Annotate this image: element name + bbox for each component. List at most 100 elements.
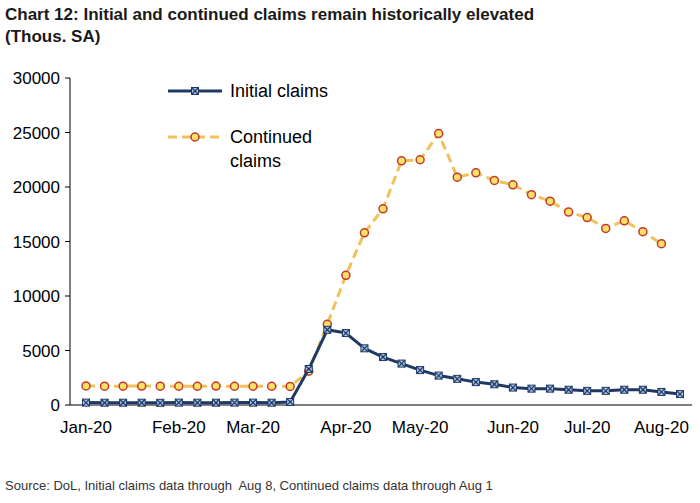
- point-cross: [398, 360, 405, 367]
- point-cross: [138, 399, 145, 406]
- point-box: [380, 354, 387, 361]
- y-tick: [65, 350, 70, 351]
- point-box: [361, 345, 368, 352]
- point-cross: [361, 345, 368, 352]
- point-cross: [324, 326, 331, 333]
- legend-label-line: Continued: [230, 127, 312, 147]
- point: [416, 156, 424, 164]
- point-box: [528, 385, 535, 392]
- subtitle: (Thous. SA): [5, 27, 100, 46]
- y-tick-label: 15000: [13, 233, 60, 252]
- y-tick: [65, 241, 70, 242]
- point-cross: [454, 375, 461, 382]
- legend-item: Continued claims: [168, 127, 312, 171]
- point: [379, 205, 387, 213]
- point: [249, 382, 257, 390]
- y-tick-label: 0: [51, 396, 60, 415]
- point-cross: [175, 399, 182, 406]
- point: [435, 372, 442, 379]
- point: [120, 399, 127, 406]
- point-cross: [268, 399, 275, 406]
- x-tick-label: Mar-20: [226, 418, 280, 437]
- legend-marker-cross: [192, 88, 199, 95]
- point: [565, 386, 572, 393]
- point: [677, 391, 684, 398]
- point-box: [547, 385, 554, 392]
- y-tick: [65, 78, 70, 79]
- y-tick: [65, 405, 70, 406]
- y-tick: [65, 132, 70, 133]
- point: [491, 381, 498, 388]
- y-tick-label: 10000: [13, 287, 60, 306]
- legend-label-line: claims: [230, 151, 281, 171]
- point-box: [602, 387, 609, 394]
- point: [157, 399, 164, 406]
- point: [472, 169, 480, 177]
- point: [212, 399, 219, 406]
- point-box: [101, 399, 108, 406]
- point: [380, 354, 387, 361]
- point: [602, 387, 609, 394]
- x-tick-label: Jul-20: [564, 418, 610, 437]
- point-box: [621, 386, 628, 393]
- point: [546, 197, 554, 205]
- legend-marker: [192, 88, 199, 95]
- y-tick: [65, 296, 70, 297]
- title: Chart 12: Initial and continued claims r…: [5, 5, 534, 24]
- point: [82, 382, 90, 390]
- point: [453, 173, 461, 181]
- point: [490, 176, 498, 184]
- point: [417, 367, 424, 374]
- point-box: [417, 367, 424, 374]
- point-box: [509, 384, 516, 391]
- point-cross: [250, 399, 257, 406]
- point: [268, 382, 276, 390]
- point-cross: [621, 386, 628, 393]
- point-box: [138, 399, 145, 406]
- point: [621, 386, 628, 393]
- point: [620, 217, 628, 225]
- point-cross: [677, 391, 684, 398]
- point-cross: [157, 399, 164, 406]
- point-cross: [268, 399, 275, 406]
- point: [342, 330, 349, 337]
- point: [287, 398, 294, 405]
- point: [231, 399, 238, 406]
- x-tick-label: Aug-20: [634, 418, 689, 437]
- series-line: [86, 134, 661, 387]
- point-box: [454, 375, 461, 382]
- point-cross: [101, 399, 108, 406]
- point-box: [194, 399, 201, 406]
- point: [528, 191, 536, 199]
- point-cross: [435, 372, 442, 379]
- point-box: [677, 391, 684, 398]
- point-cross: [528, 385, 535, 392]
- point-cross: [305, 366, 312, 373]
- point-box: [342, 330, 349, 337]
- point: [658, 388, 665, 395]
- point: [83, 399, 90, 406]
- y-tick-label: 25000: [13, 124, 60, 143]
- legend-marker-cross: [192, 88, 199, 95]
- point-cross: [212, 399, 219, 406]
- point: [138, 399, 145, 406]
- point-cross: [194, 399, 201, 406]
- point: [360, 229, 368, 237]
- point-cross: [565, 386, 572, 393]
- point: [101, 399, 108, 406]
- point: [583, 214, 591, 222]
- point-box: [305, 366, 312, 373]
- legend-marker: [191, 133, 199, 141]
- point-box: [565, 386, 572, 393]
- point-cross: [101, 399, 108, 406]
- point-cross: [380, 354, 387, 361]
- legend-label: Continued claims: [230, 127, 312, 171]
- point: [435, 130, 443, 138]
- point-box: [175, 399, 182, 406]
- x-tick-label: Jun-20: [487, 418, 539, 437]
- point: [472, 379, 479, 386]
- point-cross: [417, 367, 424, 374]
- legend-marker-box: [192, 88, 199, 95]
- point: [342, 271, 350, 279]
- point: [193, 382, 201, 390]
